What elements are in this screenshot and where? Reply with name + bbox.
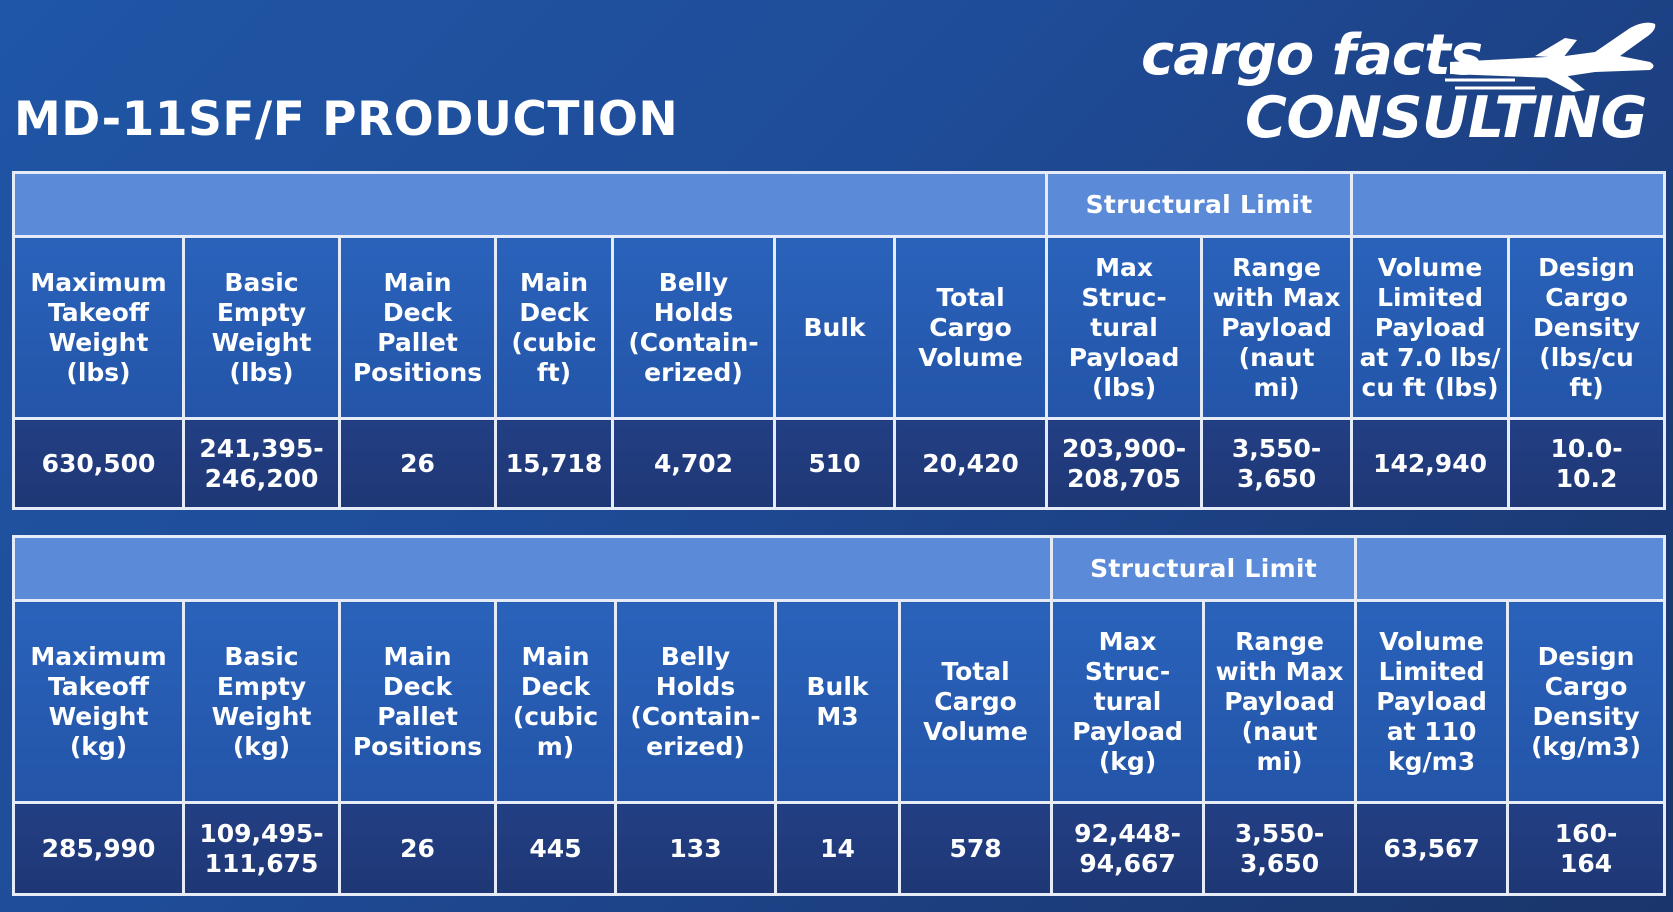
value-row: 630,500 241,395- 246,200 26 15,718 4,702… (12, 417, 1667, 510)
value-main-deck-volume: 445 (494, 801, 617, 896)
header-main-deck-pallet-positions: Main Deck Pallet Positions (338, 599, 497, 804)
column-header-row: Maximum Takeoff Weight (kg) Basic Empty … (12, 599, 1667, 804)
value-main-deck-volume: 15,718 (494, 417, 614, 510)
value-belly-holds: 133 (614, 801, 777, 896)
value-bulk: 14 (774, 801, 901, 896)
cargo-facts-consulting-logo: cargo facts CONSULTING (1135, 18, 1665, 153)
value-basic-empty-weight: 241,395- 246,200 (182, 417, 341, 510)
value-total-cargo-volume: 578 (897, 801, 1054, 896)
group-header-blank (1350, 171, 1667, 238)
header-range-with-max-payload: Range with Max Payload (naut mi) (1202, 599, 1358, 804)
value-max-takeoff-weight: 285,990 (12, 801, 185, 896)
value-range-with-max-payload: 3,550- 3,650 (1202, 801, 1358, 896)
header-max-structural-payload: Max Struc- tural Payload (kg) (1050, 599, 1206, 804)
value-max-takeoff-weight: 630,500 (12, 417, 185, 510)
value-max-structural-payload: 92,448- 94,667 (1050, 801, 1206, 896)
header-main-deck-pallet-positions: Main Deck Pallet Positions (338, 235, 497, 420)
value-total-cargo-volume: 20,420 (892, 417, 1049, 510)
value-row: 285,990 109,495- 111,675 26 445 133 14 5… (12, 801, 1667, 896)
value-max-structural-payload: 203,900- 208,705 (1045, 417, 1204, 510)
header-basic-empty-weight: Basic Empty Weight (kg) (182, 599, 341, 804)
header-range-with-max-payload: Range with Max Payload (naut mi) (1200, 235, 1354, 420)
structural-limit-header: Structural Limit (1050, 535, 1358, 602)
logo-wordmark-bottom: CONSULTING (1245, 85, 1647, 151)
group-header-blank (11, 171, 1049, 238)
value-design-cargo-density: 10.0- 10.2 (1507, 417, 1667, 510)
column-header-row: Maximum Takeoff Weight (lbs) Basic Empty… (12, 235, 1667, 420)
group-header-row: Structural Limit (11, 171, 1667, 238)
header-volume-limited-payload: Volume Limited Payload at 110 kg/m3 (1354, 599, 1510, 804)
header-bulk: Bulk (773, 235, 896, 420)
header-main-deck-volume: Main Deck (cubic ft) (494, 235, 614, 420)
header-bulk: Bulk M3 (774, 599, 901, 804)
value-range-with-max-payload: 3,550- 3,650 (1200, 417, 1354, 510)
value-design-cargo-density: 160- 164 (1506, 801, 1667, 896)
group-header-blank (1354, 535, 1667, 602)
header-max-takeoff-weight: Maximum Takeoff Weight (lbs) (12, 235, 185, 420)
header-design-cargo-density: Design Cargo Density (lbs/cu ft) (1507, 235, 1667, 420)
header-max-structural-payload: Max Struc- tural Payload (lbs) (1045, 235, 1204, 420)
airplane-icon (1445, 22, 1656, 92)
page-title: MD-11SF/F PRODUCTION (14, 92, 679, 147)
header-total-cargo-volume: Total Cargo Volume (897, 599, 1054, 804)
imperial-spec-table: Structural Limit Maximum Takeoff Weight … (11, 171, 1667, 510)
header-max-takeoff-weight: Maximum Takeoff Weight (kg) (12, 599, 185, 804)
value-main-deck-pallet-positions: 26 (338, 417, 497, 510)
value-main-deck-pallet-positions: 26 (338, 801, 497, 896)
logo-wordmark-top: cargo facts (1141, 23, 1483, 88)
group-header-row: Structural Limit (11, 535, 1667, 602)
header-belly-holds: Belly Holds (Contain- erized) (614, 599, 777, 804)
metric-spec-table: Structural Limit Maximum Takeoff Weight … (11, 535, 1667, 896)
header-belly-holds: Belly Holds (Contain- erized) (611, 235, 776, 420)
value-volume-limited-payload: 142,940 (1350, 417, 1511, 510)
value-basic-empty-weight: 109,495- 111,675 (182, 801, 341, 896)
value-bulk: 510 (773, 417, 896, 510)
header-volume-limited-payload: Volume Limited Payload at 7.0 lbs/ cu ft… (1350, 235, 1511, 420)
header-basic-empty-weight: Basic Empty Weight (lbs) (182, 235, 341, 420)
value-belly-holds: 4,702 (611, 417, 776, 510)
header-main-deck-volume: Main Deck (cubic m) (494, 599, 617, 804)
value-volume-limited-payload: 63,567 (1354, 801, 1510, 896)
header-total-cargo-volume: Total Cargo Volume (892, 235, 1049, 420)
group-header-blank (11, 535, 1054, 602)
structural-limit-header: Structural Limit (1045, 171, 1354, 238)
header-design-cargo-density: Design Cargo Density (kg/m3) (1506, 599, 1667, 804)
